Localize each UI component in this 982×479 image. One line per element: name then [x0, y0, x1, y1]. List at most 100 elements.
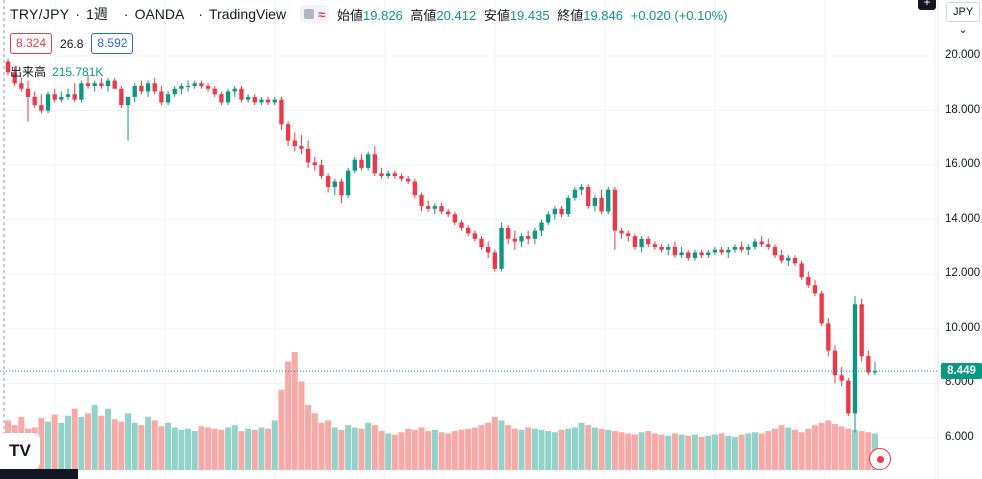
candle-body [85, 83, 91, 87]
volume-bar [245, 428, 252, 470]
volume-bar [105, 408, 112, 470]
high-label: 高値 [410, 8, 437, 23]
candle-body [19, 83, 24, 89]
candle-body [79, 83, 84, 100]
volume-bar [751, 432, 758, 470]
candle-body [172, 88, 177, 95]
timeframe-label[interactable]: 1週 [86, 6, 108, 22]
volume-bar [771, 428, 778, 470]
volume-bar [445, 433, 452, 470]
candle-body [292, 140, 297, 147]
indicator-legend: 8.324 26.8 8.592 [10, 33, 134, 54]
volume-bar [271, 420, 278, 470]
candle-body [12, 72, 17, 84]
volume-value: 215.781K [52, 65, 104, 79]
y-tick-label: 10.000 [945, 321, 981, 334]
volume-bar [38, 418, 45, 470]
tradingview-logo-icon[interactable]: TV [0, 433, 40, 469]
volume-bar [225, 427, 232, 470]
candle-body [652, 244, 658, 247]
volume-bar [865, 432, 872, 470]
candle-body [552, 208, 558, 215]
volume-bar [725, 435, 732, 470]
volume-bar [471, 427, 478, 470]
volume-bar [71, 408, 78, 470]
go-to-realtime-icon[interactable] [869, 448, 891, 470]
candle-body [699, 252, 704, 256]
candle-body [566, 197, 571, 215]
bottom-bar [0, 469, 78, 479]
candle-body [632, 236, 638, 247]
candle-body [746, 247, 751, 250]
volume-bar [711, 434, 718, 470]
candle-body [352, 159, 357, 171]
symbol-name[interactable]: TRY/JPY [10, 6, 70, 22]
volume-bar [651, 433, 658, 470]
candle-body [279, 99, 284, 125]
volume-bar [165, 422, 172, 470]
candle-body [619, 230, 624, 234]
high-value: 20.412 [436, 8, 477, 23]
candle-body [112, 80, 117, 89]
volume-bar [398, 432, 405, 470]
volume-bar [531, 428, 538, 470]
candle-body [252, 96, 257, 103]
volume-bar [838, 426, 845, 470]
volume-bar [505, 425, 512, 470]
candle-body [479, 238, 484, 247]
volume-bar [718, 433, 725, 470]
candle-body [719, 249, 724, 253]
indicator-value-red: 8.324 [10, 33, 53, 54]
candle-body [759, 241, 764, 245]
candle-body [312, 162, 317, 166]
candle-body [579, 186, 584, 190]
volume-bar [278, 389, 285, 470]
candle-body [179, 86, 184, 89]
volume-bar [791, 429, 798, 470]
volume-bar [451, 431, 458, 470]
volume-bar [798, 432, 805, 470]
volume-label: 出来高 [10, 65, 47, 79]
candle-body [299, 146, 304, 149]
volume-bar [705, 435, 712, 470]
candle-body [452, 214, 458, 223]
volume-bar [785, 427, 792, 470]
candle-body [245, 96, 251, 100]
low-value: 19.435 [509, 8, 550, 23]
volume-bar [205, 427, 212, 470]
volume-bar [805, 428, 812, 470]
volume-bar [431, 429, 438, 470]
volume-bar [745, 433, 752, 470]
candle-body [692, 252, 698, 258]
candle-body [392, 173, 397, 177]
plus-icon[interactable]: + [918, 0, 936, 10]
volume-bar [338, 429, 345, 470]
candle-body [219, 94, 224, 103]
chevron-down-icon: ⌄ [958, 24, 968, 36]
volume-bar [425, 431, 432, 470]
indicator-value-blue: 8.592 [91, 33, 134, 54]
legend-toggle-pill[interactable]: ≈ [300, 5, 330, 23]
candle-body [212, 88, 217, 95]
square-dot-icon [304, 9, 315, 19]
volume-bar [45, 421, 52, 470]
volume-bar [85, 413, 92, 470]
candle-body [152, 83, 157, 92]
volume-bar [605, 429, 612, 470]
volume-bar [611, 431, 618, 470]
candle-body [799, 263, 804, 278]
candle-body [532, 230, 538, 239]
candle-body [612, 189, 618, 231]
volume-bar [298, 381, 305, 470]
currency-button[interactable]: JPY ⌄ [946, 2, 980, 36]
volume-bar [645, 431, 652, 470]
volume-bar [851, 429, 858, 470]
candle-body [52, 94, 57, 100]
volume-bar [178, 429, 185, 470]
volume-bar [638, 432, 645, 470]
volume-bar [131, 422, 138, 470]
candle-body [425, 206, 431, 209]
volume-bar [218, 429, 225, 470]
